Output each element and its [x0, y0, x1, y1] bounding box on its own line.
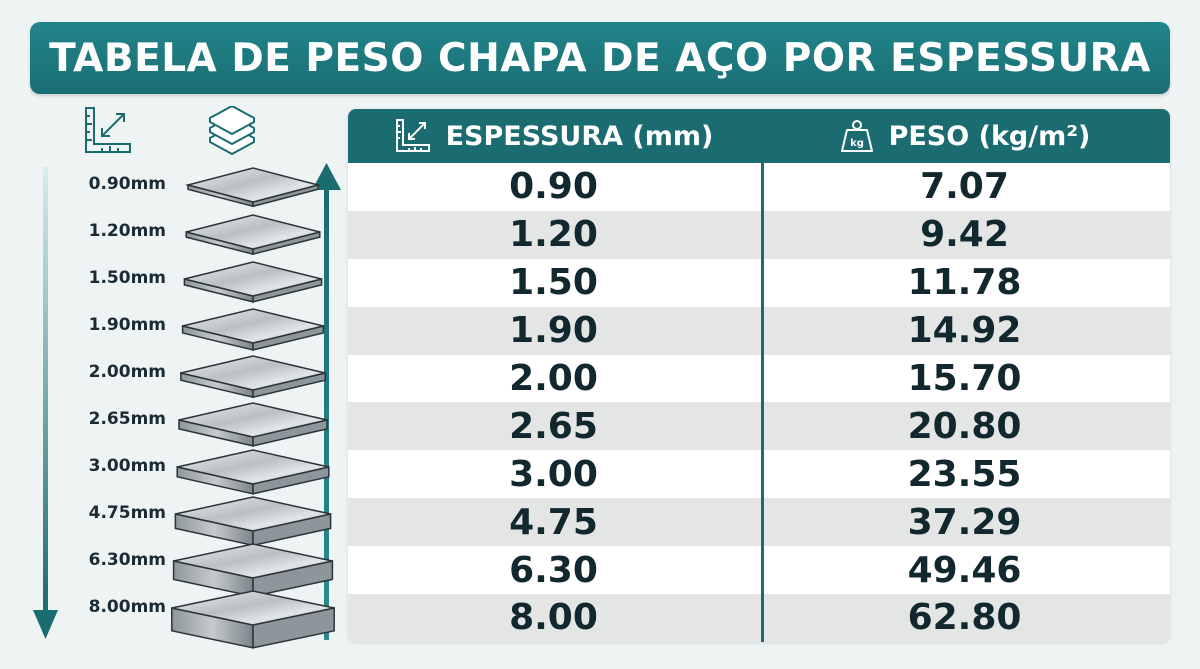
table-row: 1.90 14.92 [348, 306, 1170, 355]
steel-sheet [178, 402, 328, 447]
weight-cell: 23.55 [907, 453, 1022, 495]
thickness-cell: 6.30 [509, 549, 598, 591]
steel-sheet [174, 496, 332, 547]
thickness-cell: 2.00 [509, 358, 598, 399]
thickness-cell: 3.00 [509, 453, 598, 495]
weight-cell: 9.42 [920, 214, 1009, 256]
column-header-thickness: ESPESSURA (mm) [348, 109, 759, 163]
thickness-cell: 0.90 [509, 166, 598, 208]
column-header-weight: kg PESO (kg/m²) [759, 109, 1170, 163]
thickness-cell: 4.75 [509, 501, 598, 543]
sheet-thickness-label: 0.90mm [88, 174, 166, 194]
sheet-stack-svg [33, 163, 341, 649]
steel-sheet [171, 590, 335, 649]
table-header: ESPESSURA (mm) kg PESO (kg/m²) [348, 109, 1170, 163]
table-body: 0.90 7.07 1.20 9.42 1.50 11.78 1.90 14.92 2.00 15… [348, 163, 1170, 642]
sheet-thickness-label: 4.75mm [88, 503, 166, 523]
sheet-thickness-label: 6.30mm [88, 550, 166, 570]
weight-table: ESPESSURA (mm) kg PESO (kg/m²) 0.90 7.07 1… [348, 109, 1170, 642]
thickness-cell: 2.65 [509, 405, 598, 447]
weight-cell: 14.92 [907, 310, 1022, 352]
table-row: 8.00 62.80 [348, 594, 1170, 642]
column-divider [761, 109, 764, 642]
weight-cell: 37.29 [907, 501, 1022, 543]
steel-sheet [172, 543, 334, 598]
sheet-thickness-label: 2.00mm [88, 362, 166, 382]
sheet-thickness-label: 1.20mm [88, 221, 166, 241]
steel-sheet [181, 308, 325, 351]
sheet-thickness-label: 3.00mm [88, 456, 166, 476]
weight-cell: 20.80 [907, 405, 1022, 447]
thickness-cell: 1.90 [509, 310, 598, 352]
sheet-thickness-label: 1.90mm [88, 315, 166, 335]
ruler-icon [395, 119, 430, 152]
table-row: 2.65 20.80 [348, 402, 1170, 451]
weight-cell: 62.80 [907, 597, 1022, 639]
weight-cell: 7.07 [920, 166, 1009, 208]
title-banner: TABELA DE PESO CHAPA DE AÇO POR ESPESSUR… [30, 22, 1170, 94]
column-header-weight-label: PESO (kg/m²) [888, 120, 1091, 152]
table-row: 0.90 7.07 [348, 163, 1170, 211]
sheet-thickness-label: 1.50mm [88, 268, 166, 288]
weight-cell: 11.78 [907, 262, 1022, 304]
thickness-cell: 8.00 [509, 597, 598, 639]
thickness-cell: 1.50 [509, 262, 598, 304]
table-row: 1.20 9.42 [348, 210, 1170, 259]
table-row: 1.50 11.78 [348, 259, 1170, 307]
left-icons [85, 106, 255, 155]
weight-cell: 49.46 [907, 549, 1022, 591]
steel-sheet [185, 167, 321, 208]
steel-sheet [176, 449, 330, 495]
sheet-thickness-label: 2.65mm [88, 409, 166, 429]
sheet-stack-illustration: 0.90mm 1.20mm 1.50mm 1.90mm 2.00mm 2.65mm 3.00… [20, 155, 350, 655]
table-row: 3.00 23.55 [348, 450, 1170, 498]
weight-cell: 15.70 [907, 358, 1022, 399]
thickness-down-arrow-icon [33, 167, 58, 639]
steel-sheet [185, 214, 321, 256]
column-header-thickness-label: ESPESSURA (mm) [445, 120, 714, 152]
table-row: 4.75 37.29 [348, 498, 1170, 547]
thickness-up-arrow-icon [312, 163, 341, 640]
ruler-icon [85, 107, 131, 153]
page-title: TABELA DE PESO CHAPA DE AÇO POR ESPESSUR… [49, 35, 1151, 81]
scale-weight-icon-text: kg [850, 138, 864, 149]
table-row: 2.00 15.70 [348, 355, 1170, 403]
thickness-cell: 1.20 [509, 214, 598, 256]
scale-weight-icon: kg [840, 120, 873, 152]
table-row: 6.30 49.46 [348, 546, 1170, 594]
sheet-thickness-label: 8.00mm [88, 597, 166, 617]
steel-sheet [183, 261, 323, 303]
steel-sheet [180, 355, 326, 399]
sheets-icon [209, 106, 255, 155]
